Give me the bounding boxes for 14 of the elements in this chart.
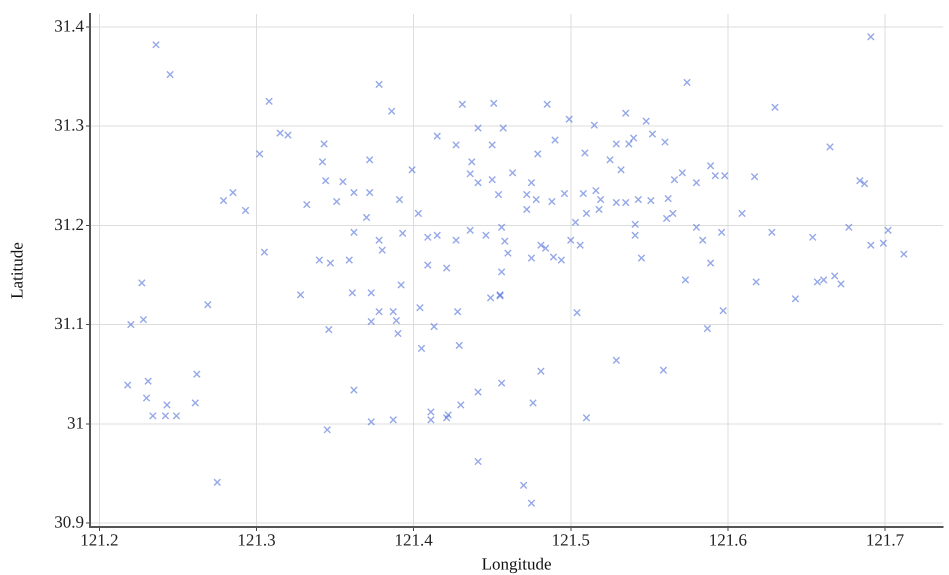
x-tick-label: 121.6 [708,530,747,550]
x-tick-label: 121.3 [237,530,276,550]
x-tick-label: 121.2 [80,530,119,550]
x-tick-label: 121.7 [866,530,905,550]
x-tick-label: 121.4 [394,530,434,550]
y-tick-label: 31 [67,413,84,432]
y-tick-label: 31.2 [54,214,84,234]
y-axis-title: Latitude [8,242,27,299]
y-tick-label: 31.3 [54,116,84,135]
x-axis-title: Longitude [482,554,552,574]
x-tick-label: 121.5 [552,530,590,550]
y-tick-label: 31.4 [54,16,84,36]
y-tick-label: 30.9 [54,512,84,532]
y-tick-label: 31.1 [54,314,84,334]
